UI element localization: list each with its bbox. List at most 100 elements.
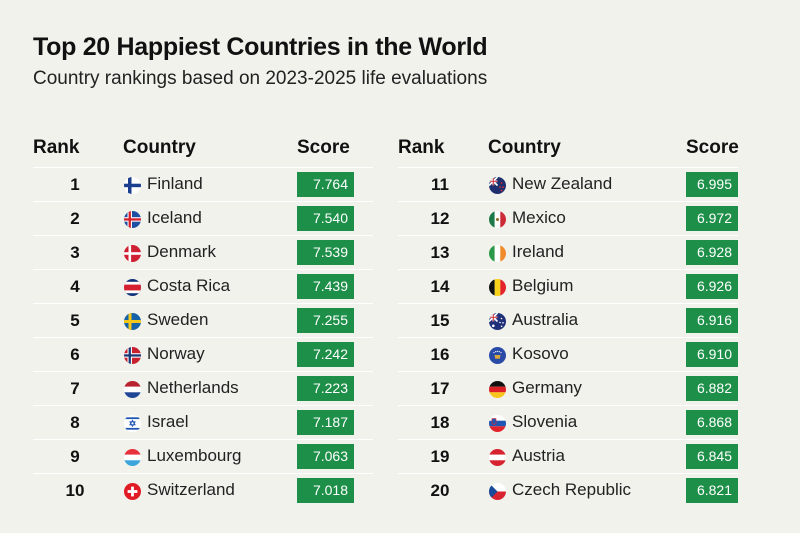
germany-flag-icon bbox=[489, 381, 506, 398]
ireland-flag-icon bbox=[489, 245, 506, 262]
rank-cell: 12 bbox=[430, 209, 450, 228]
netherlands-flag-icon bbox=[124, 381, 141, 398]
country-cell: Costa Rica bbox=[147, 276, 231, 295]
rank-cell: 14 bbox=[430, 277, 450, 296]
table-row: 11 New Zealand 6.995 bbox=[398, 167, 738, 201]
header-rank: Rank bbox=[33, 137, 80, 158]
score-cell: 6.910 bbox=[686, 342, 738, 367]
rank-cell: 8 bbox=[70, 413, 80, 432]
score-cell: 7.242 bbox=[297, 342, 354, 367]
country-cell: Austria bbox=[512, 446, 565, 465]
rank-cell: 13 bbox=[430, 243, 450, 262]
table-rows-right: 11 New Zealand 6.995 12 Mexico 6.972 13 Ireland… bbox=[398, 167, 738, 507]
austria-flag-icon bbox=[489, 449, 506, 466]
rank-cell: 19 bbox=[430, 447, 450, 466]
rank-cell: 18 bbox=[430, 413, 450, 432]
country-cell: Belgium bbox=[512, 276, 574, 295]
chart-subtitle: Country rankings based on 2023-2025 life… bbox=[33, 68, 488, 89]
country-cell: New Zealand bbox=[512, 174, 613, 193]
mexico-flag-icon bbox=[489, 211, 506, 228]
score-cell: 7.255 bbox=[297, 308, 354, 333]
score-cell: 6.845 bbox=[686, 444, 738, 469]
country-cell: Luxembourg bbox=[147, 446, 242, 465]
table-row: 15 Australia 6.916 bbox=[398, 303, 738, 337]
score-cell: 6.821 bbox=[686, 478, 738, 503]
country-cell: Kosovo bbox=[512, 344, 569, 363]
rank-cell: 17 bbox=[430, 379, 450, 398]
finland-flag-icon bbox=[124, 177, 141, 194]
czech-republic-flag-icon bbox=[489, 483, 506, 500]
score-cell: 6.868 bbox=[686, 410, 738, 435]
score-cell: 6.928 bbox=[686, 240, 738, 265]
iceland-flag-icon bbox=[124, 211, 141, 228]
table-row: 18 Slovenia 6.868 bbox=[398, 405, 738, 439]
table-header: Rank Country Score bbox=[398, 133, 739, 167]
table-row: 3 Denmark 7.539 bbox=[33, 235, 373, 269]
rank-cell: 11 bbox=[431, 175, 449, 194]
ranking-table-right: Rank Country Score 11 New Zealand 6.995 12 M… bbox=[398, 133, 739, 507]
rank-cell: 5 bbox=[70, 311, 80, 330]
table-row: 12 Mexico 6.972 bbox=[398, 201, 738, 235]
rank-cell: 16 bbox=[430, 345, 450, 364]
israel-flag-icon bbox=[124, 415, 141, 432]
costa-rica-flag-icon bbox=[124, 279, 141, 296]
rank-cell: 7 bbox=[70, 379, 80, 398]
chart-title: Top 20 Happiest Countries in the World bbox=[33, 33, 488, 61]
country-cell: Israel bbox=[147, 412, 189, 431]
rank-cell: 15 bbox=[430, 311, 450, 330]
score-cell: 7.539 bbox=[297, 240, 354, 265]
switzerland-flag-icon bbox=[124, 483, 141, 500]
luxembourg-flag-icon bbox=[124, 449, 141, 466]
table-row: 19 Austria 6.845 bbox=[398, 439, 738, 473]
ranking-table-left: Rank Country Score 1 Finland 7.764 2 Iceland… bbox=[33, 133, 373, 507]
header-country: Country bbox=[488, 137, 561, 158]
score-cell: 6.882 bbox=[686, 376, 738, 401]
score-cell: 6.916 bbox=[686, 308, 738, 333]
sweden-flag-icon bbox=[124, 313, 141, 330]
score-cell: 6.926 bbox=[686, 274, 738, 299]
rank-cell: 2 bbox=[70, 209, 80, 228]
country-cell: Slovenia bbox=[512, 412, 578, 431]
norway-flag-icon bbox=[124, 347, 141, 364]
country-cell: Germany bbox=[512, 378, 582, 397]
country-cell: Norway bbox=[147, 344, 205, 363]
score-cell: 7.018 bbox=[297, 478, 354, 503]
table-row: 5 Sweden 7.255 bbox=[33, 303, 373, 337]
table-row: 7 Netherlands 7.223 bbox=[33, 371, 373, 405]
australia-flag-icon bbox=[489, 313, 506, 330]
score-cell: 7.439 bbox=[297, 274, 354, 299]
country-cell: Iceland bbox=[147, 208, 202, 227]
table-row: 13 Ireland 6.928 bbox=[398, 235, 738, 269]
table-row: 10 Switzerland 7.018 bbox=[33, 473, 373, 507]
table-row: 6 Norway 7.242 bbox=[33, 337, 373, 371]
table-row: 8 Israel 7.187 bbox=[33, 405, 373, 439]
country-cell: Switzerland bbox=[147, 480, 235, 499]
new-zealand-flag-icon bbox=[489, 177, 506, 194]
slovenia-flag-icon bbox=[489, 415, 506, 432]
score-cell: 7.540 bbox=[297, 206, 354, 231]
country-cell: Finland bbox=[147, 174, 203, 193]
table-row: 1 Finland 7.764 bbox=[33, 167, 373, 201]
rank-cell: 3 bbox=[70, 243, 80, 262]
country-cell: Australia bbox=[512, 310, 579, 329]
rank-cell: 4 bbox=[70, 277, 80, 296]
country-cell: Netherlands bbox=[147, 378, 239, 397]
rank-cell: 6 bbox=[70, 345, 80, 364]
rank-cell: 1 bbox=[70, 175, 80, 194]
belgium-flag-icon bbox=[489, 279, 506, 296]
country-cell: Czech Republic bbox=[512, 480, 632, 499]
table-row: 20 Czech Republic 6.821 bbox=[398, 473, 738, 507]
table-row: 16 Kosovo 6.910 bbox=[398, 337, 738, 371]
country-cell: Mexico bbox=[512, 208, 566, 227]
header-score: Score bbox=[297, 137, 350, 158]
score-cell: 6.972 bbox=[686, 206, 738, 231]
table-rows-left: 1 Finland 7.764 2 Iceland 7.540 3 Denmark 7.539 4… bbox=[33, 167, 373, 507]
header-score: Score bbox=[686, 137, 739, 158]
table-row: 9 Luxembourg 7.063 bbox=[33, 439, 373, 473]
score-cell: 7.187 bbox=[297, 410, 354, 435]
table-row: 14 Belgium 6.926 bbox=[398, 269, 738, 303]
table-row: 2 Iceland 7.540 bbox=[33, 201, 373, 235]
country-cell: Ireland bbox=[512, 242, 564, 261]
denmark-flag-icon bbox=[124, 245, 141, 262]
rank-cell: 9 bbox=[70, 447, 80, 466]
